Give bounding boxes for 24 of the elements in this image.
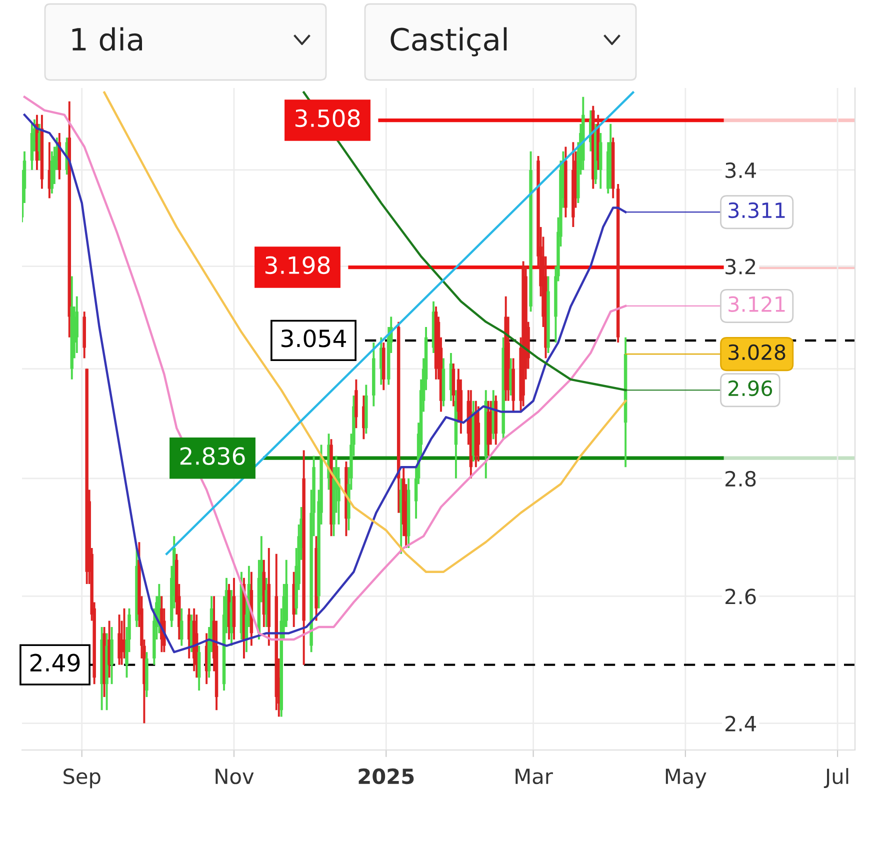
y-tick-label: 3.4 bbox=[726, 162, 756, 178]
data-label: 2.96 bbox=[728, 380, 772, 396]
x-tick-label: 2025 bbox=[358, 768, 414, 784]
ref-line-label: 3.508 bbox=[296, 109, 360, 128]
y-tick-label: 2.6 bbox=[726, 588, 756, 604]
ref-line-label: 3.054 bbox=[282, 329, 346, 348]
annotation: 3.028 bbox=[728, 344, 786, 360]
x-tick-label: Sep bbox=[64, 768, 100, 788]
y-tick-label: 2.8 bbox=[726, 470, 756, 487]
ref-line-label: 3.198 bbox=[266, 256, 330, 274]
candlestick bbox=[180, 607, 184, 647]
data-label: 3.311 bbox=[728, 202, 785, 218]
ref-line-label: 2.49 bbox=[30, 654, 80, 672]
x-tick-label: Jul bbox=[824, 768, 848, 788]
line-series bbox=[103, 91, 627, 573]
x-tick-label: Nov bbox=[216, 768, 254, 784]
x-tick-label: May bbox=[666, 768, 706, 788]
text: 1 dia bbox=[72, 27, 142, 51]
data-label: 3.121 bbox=[728, 296, 785, 312]
x-tick-label: Mar bbox=[516, 768, 553, 784]
y-tick-label: 2.4 bbox=[726, 716, 756, 732]
y-tick-label: 3.2 bbox=[726, 258, 756, 274]
ref-line-label: 2.836 bbox=[180, 447, 245, 465]
text: Castiçal bbox=[390, 27, 507, 56]
